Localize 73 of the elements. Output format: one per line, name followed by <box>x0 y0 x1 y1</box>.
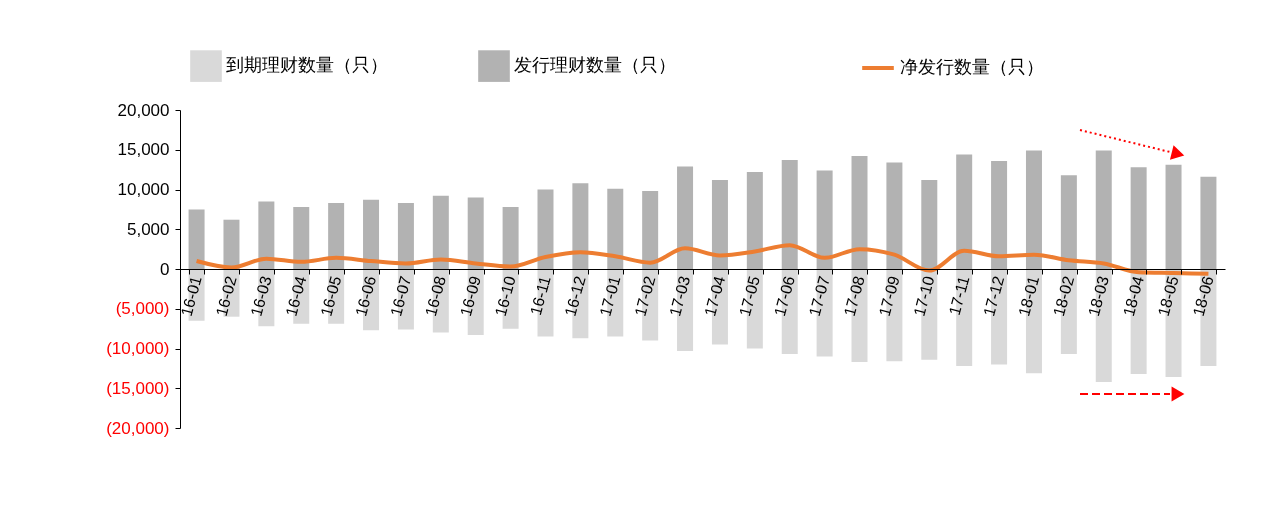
bar <box>607 188 624 269</box>
x-tick-label: 18-02 <box>1050 274 1078 319</box>
x-tick-label: 16-05 <box>317 274 345 319</box>
x-tick-label: 18-01 <box>1015 274 1043 319</box>
y-tick-label: (20,000) <box>106 418 170 438</box>
x-tick-label: 18-06 <box>1189 274 1217 319</box>
bar <box>1200 176 1217 269</box>
bar <box>642 191 659 269</box>
x-tick-label: 17-06 <box>770 274 798 319</box>
x-tick-label: 17-09 <box>875 274 903 319</box>
x-tick-label: 17-12 <box>980 274 1008 319</box>
x-tick-label: 16-09 <box>456 274 484 319</box>
bar <box>188 209 205 269</box>
bar <box>432 195 449 269</box>
x-tick-label: 17-05 <box>736 274 764 319</box>
y-tick-label: (15,000) <box>106 378 170 398</box>
x-tick-label: 16-01 <box>177 274 205 319</box>
x-tick-label: 16-12 <box>561 274 589 319</box>
bar <box>1095 150 1112 269</box>
bar <box>328 203 345 269</box>
x-tick-label: 18-03 <box>1084 274 1113 319</box>
x-tick-label: 16-06 <box>352 274 380 319</box>
bar <box>1165 164 1182 269</box>
x-tick-label: 16-04 <box>282 274 310 319</box>
bar <box>746 172 763 269</box>
bar <box>991 160 1008 269</box>
legend-label: 净发行数量（只） <box>900 57 1044 77</box>
legend-label: 发行理财数量（只） <box>514 55 676 76</box>
x-tick-label: 17-08 <box>840 274 868 319</box>
y-tick-label: (5,000) <box>115 299 170 319</box>
legend-label: 到期理财数量（只） <box>226 55 388 76</box>
bar <box>921 179 938 269</box>
bar <box>1025 150 1042 269</box>
bar <box>851 156 868 269</box>
x-tick-label: 16-10 <box>491 274 519 319</box>
x-tick-label: 17-07 <box>805 274 833 319</box>
bar <box>363 199 380 269</box>
x-tick-label: 17-11 <box>945 274 973 317</box>
x-tick-label: 18-04 <box>1119 274 1147 319</box>
bar <box>397 203 414 269</box>
x-tick-label: 16-03 <box>247 274 275 319</box>
y-tick-label: 10,000 <box>117 180 170 199</box>
y-tick-label: 5,000 <box>126 219 170 239</box>
y-tick-label: (10,000) <box>106 339 170 358</box>
bar <box>572 183 589 269</box>
bar <box>956 154 973 269</box>
bar <box>816 170 833 269</box>
bar <box>502 206 519 269</box>
bar <box>223 219 240 269</box>
y-tick-label: 0 <box>160 259 170 279</box>
x-tick-label: 17-03 <box>666 274 694 319</box>
x-tick-label: 16-07 <box>387 274 415 319</box>
x-tick-label: 18-05 <box>1154 274 1182 319</box>
bar <box>677 166 694 269</box>
y-tick-label: 15,000 <box>117 140 170 160</box>
bar <box>1130 167 1147 269</box>
x-tick-label: 16-11 <box>527 274 554 317</box>
x-tick-label: 16-08 <box>422 274 450 319</box>
y-tick-label: 20,000 <box>117 100 170 120</box>
x-tick-label: 17-04 <box>701 274 729 319</box>
bar <box>886 162 903 269</box>
bar <box>467 197 484 269</box>
bar <box>711 179 728 269</box>
x-tick-label: 17-10 <box>910 274 938 319</box>
x-tick-label: 17-01 <box>596 274 624 319</box>
bar <box>293 206 310 269</box>
bar <box>258 201 275 269</box>
x-tick-label: 16-02 <box>212 274 240 319</box>
bar <box>537 189 554 269</box>
line-series <box>194 243 1211 276</box>
bar <box>781 160 798 269</box>
bar <box>1060 175 1077 269</box>
x-tick-label: 17-02 <box>631 274 659 319</box>
